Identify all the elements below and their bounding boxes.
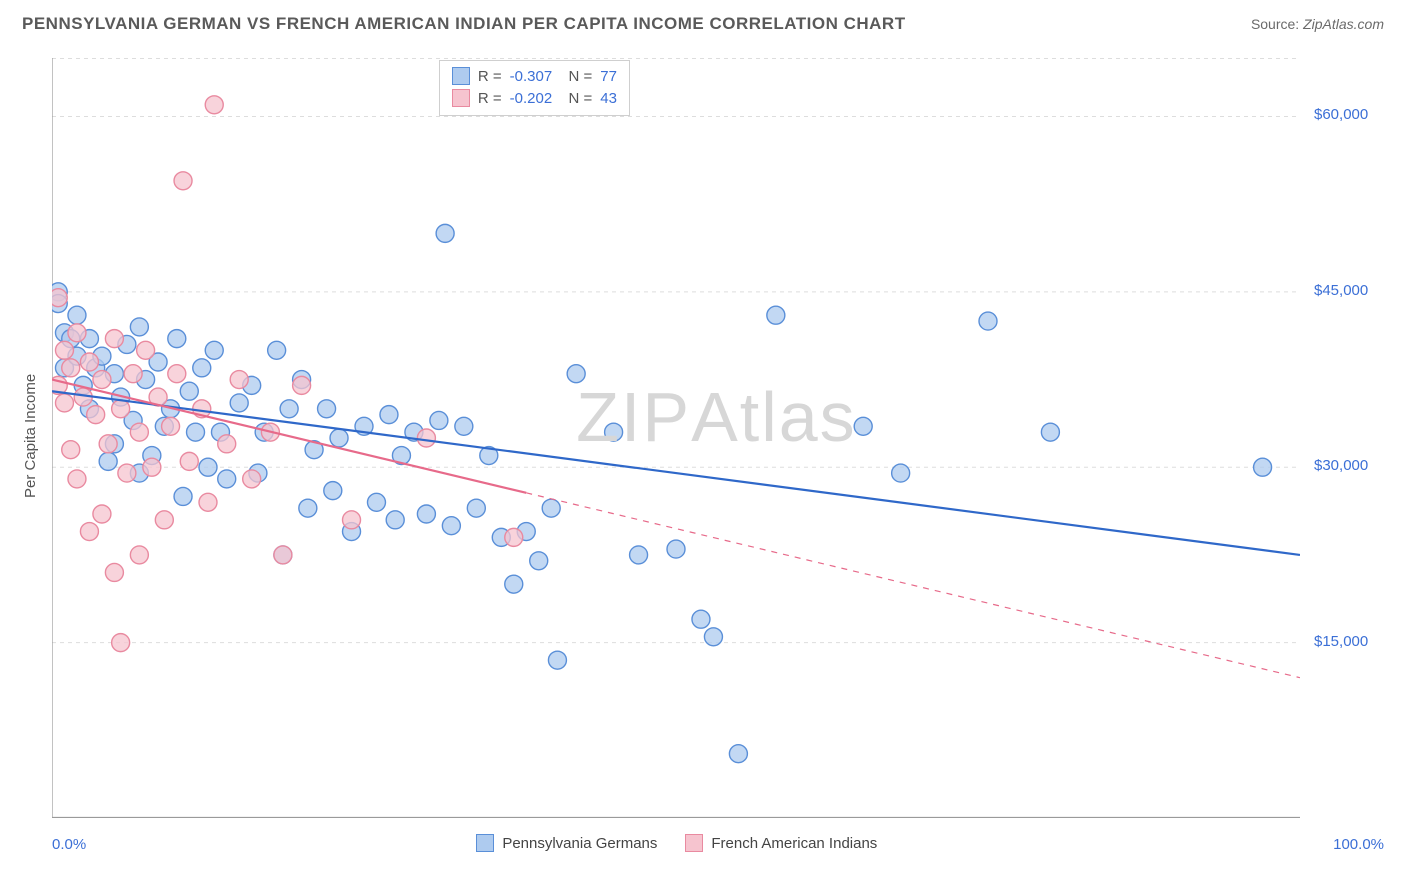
stats-legend-row: R = -0.202 N = 43 [452, 87, 617, 109]
stats-legend: R = -0.307 N = 77R = -0.202 N = 43 [439, 60, 630, 116]
legend-n-value: 77 [600, 68, 617, 85]
series-legend-item: French American Indians [685, 834, 877, 852]
legend-n-label: N = [560, 90, 592, 107]
legend-swatch [685, 834, 703, 852]
legend-swatch [476, 834, 494, 852]
stats-legend-row: R = -0.307 N = 77 [452, 65, 617, 87]
y-tick-label: $45,000 [1314, 282, 1368, 299]
legend-swatch [452, 89, 470, 107]
legend-swatch [452, 67, 470, 85]
source-value: ZipAtlas.com [1303, 16, 1384, 32]
series-legend-label: French American Indians [711, 835, 877, 852]
legend-r-label: R = [478, 68, 502, 85]
x-tick-end: 100.0% [1333, 836, 1384, 853]
y-tick-label: $30,000 [1314, 457, 1368, 474]
x-tick-start: 0.0% [52, 836, 86, 853]
y-axis-label: Per Capita Income [22, 374, 39, 498]
source-credit: Source: ZipAtlas.com [1251, 14, 1384, 32]
legend-r-value: -0.307 [510, 68, 553, 85]
legend-n-label: N = [560, 68, 592, 85]
legend-n-value: 43 [600, 90, 617, 107]
series-legend-label: Pennsylvania Germans [502, 835, 657, 852]
source-label: Source: [1251, 16, 1299, 32]
legend-r-value: -0.202 [510, 90, 553, 107]
legend-r-label: R = [478, 90, 502, 107]
y-tick-label: $60,000 [1314, 106, 1368, 123]
series-legend-item: Pennsylvania Germans [476, 834, 657, 852]
chart-title: PENNSYLVANIA GERMAN VS FRENCH AMERICAN I… [22, 14, 906, 34]
series-legend: Pennsylvania Germans French American Indi… [476, 834, 877, 852]
y-tick-label: $15,000 [1314, 633, 1368, 650]
scatter-chart [52, 58, 1300, 818]
